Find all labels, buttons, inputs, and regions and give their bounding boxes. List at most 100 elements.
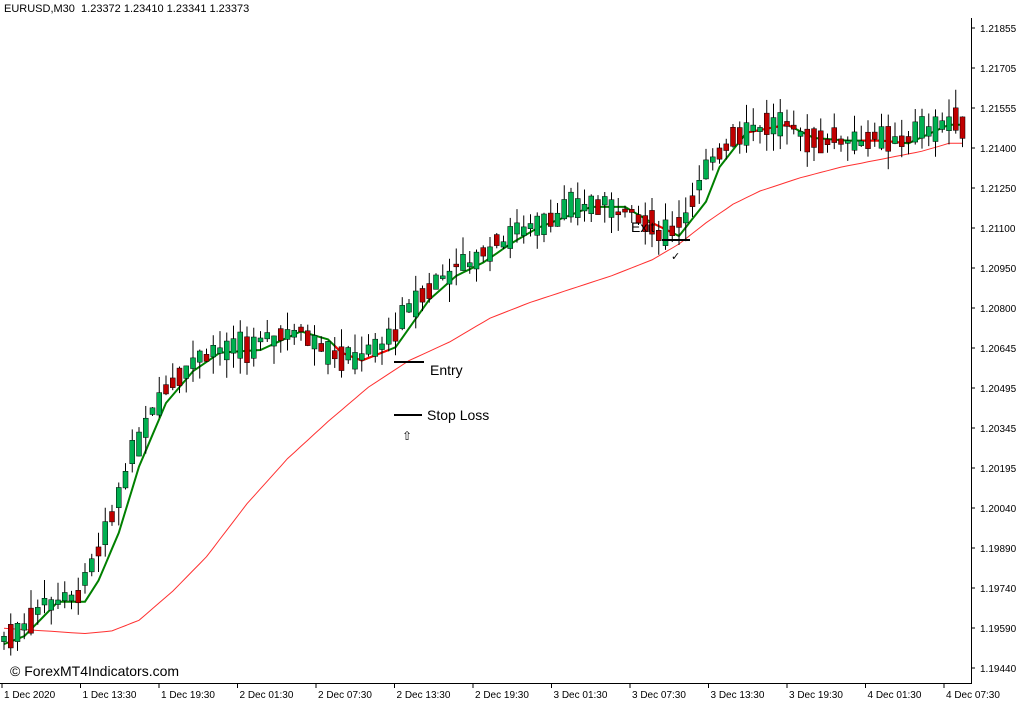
candle [332, 337, 338, 368]
candle-body [109, 511, 115, 523]
candle [291, 323, 297, 345]
price-tick-label: 1.20495 [980, 384, 1017, 395]
candle [791, 110, 797, 135]
candle-body [581, 203, 588, 212]
candle-body [784, 121, 790, 127]
candle-body [251, 336, 257, 359]
candle [35, 599, 41, 625]
candle [845, 136, 851, 161]
candle-body [811, 128, 817, 148]
candle-body [656, 230, 662, 241]
candle [770, 103, 777, 151]
candle-body [399, 305, 405, 329]
candle [926, 113, 932, 147]
candle [662, 203, 669, 250]
candle [365, 334, 372, 357]
candle [156, 376, 162, 418]
candle [959, 116, 966, 148]
candle [325, 340, 331, 375]
candle [95, 532, 102, 572]
candle [777, 99, 783, 150]
candle-body [467, 262, 473, 268]
candle [899, 119, 905, 158]
candle [595, 195, 601, 215]
candle-body [28, 607, 34, 634]
candle [629, 205, 635, 223]
candle-body [271, 335, 277, 347]
candle [446, 258, 453, 302]
candle [62, 581, 68, 609]
candle [872, 122, 878, 147]
candle [905, 130, 912, 155]
candle [460, 237, 466, 271]
candle-body [446, 270, 453, 285]
stop-loss-annotation: Stop Loss [394, 407, 489, 423]
candle [683, 197, 689, 242]
candle-body [615, 211, 621, 216]
candle [271, 335, 277, 364]
candle-body [622, 208, 628, 213]
candle [278, 325, 284, 353]
candle-body [1, 635, 7, 642]
candle [494, 233, 500, 249]
candle-body [170, 377, 176, 388]
candle-body [899, 135, 905, 147]
candle [41, 579, 48, 614]
candle-body [244, 336, 250, 363]
candle [919, 108, 925, 149]
candle-body [325, 341, 331, 365]
candle-body [507, 226, 513, 249]
candle [487, 236, 493, 272]
candle-body [554, 212, 561, 227]
candle [716, 143, 723, 164]
candle-body [392, 329, 399, 342]
candle [149, 407, 156, 417]
candle [453, 248, 459, 286]
candle [217, 331, 223, 366]
time-tick-label: 1 Dec 19:30 [161, 690, 215, 701]
candle [703, 148, 709, 180]
candles [1, 89, 966, 656]
candle [413, 275, 419, 329]
candle-body [480, 247, 486, 257]
time-tick-label: 1 Dec 2020 [4, 690, 56, 701]
symbol-timeframe: EURUSD,M30 [4, 3, 75, 15]
candle-body [365, 344, 372, 355]
candle-body [156, 392, 162, 416]
candle-body [372, 338, 378, 357]
candle-body [89, 558, 95, 573]
candle [345, 345, 351, 364]
candle-body [662, 219, 669, 246]
candle-body [55, 599, 61, 605]
candle [21, 613, 27, 640]
candle [264, 319, 270, 342]
candle [602, 192, 608, 223]
candle-body [62, 592, 68, 602]
candle [932, 109, 939, 157]
time-tick-label: 2 Dec 13:30 [397, 690, 451, 701]
candle [426, 272, 432, 303]
candle [581, 189, 588, 222]
candle-body [642, 215, 648, 232]
candle [824, 133, 831, 153]
candle-body [311, 335, 318, 350]
candle [440, 264, 446, 281]
candle-body [926, 126, 932, 137]
candle [406, 299, 412, 314]
candle [858, 125, 864, 147]
candle-body [791, 124, 797, 130]
candle-body [284, 329, 291, 340]
candle [649, 198, 655, 248]
candle-body [588, 195, 594, 214]
candle-body [959, 116, 966, 139]
candle-body [136, 431, 142, 457]
candle [527, 214, 534, 237]
candle-body [95, 546, 102, 557]
price-tick-label: 1.20040 [980, 504, 1017, 515]
candle [892, 122, 898, 145]
candle [82, 563, 88, 594]
ohlc-values: 1.23372 1.23410 1.23341 1.23373 [81, 3, 250, 15]
candle [710, 148, 716, 171]
candle [521, 215, 527, 244]
